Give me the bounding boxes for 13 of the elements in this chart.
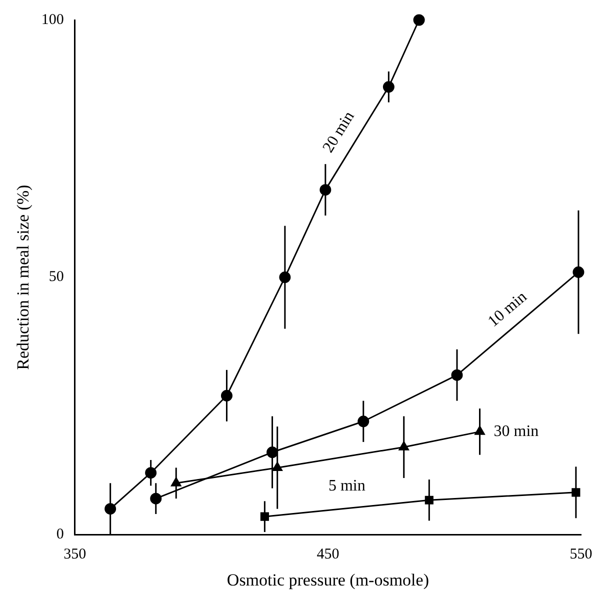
x-tick-label: 550: [570, 546, 592, 563]
y-axis-title: Reduction in meal size (%): [14, 184, 33, 370]
y-tick-label: 0: [56, 526, 64, 543]
y-tick-label: 50: [48, 269, 64, 286]
y-tick-label: 100: [41, 12, 64, 28]
series-label: 30 min: [494, 422, 539, 440]
text: 10 min: [484, 288, 530, 330]
x-tick-label: 350: [64, 546, 86, 563]
x-tick-label: 450: [316, 546, 340, 563]
x-axis-title: Osmotic pressure (m-osmole): [226, 570, 429, 590]
point: [413, 14, 425, 26]
series-label: 5 min: [328, 478, 366, 495]
text: 20 min: [320, 108, 358, 156]
